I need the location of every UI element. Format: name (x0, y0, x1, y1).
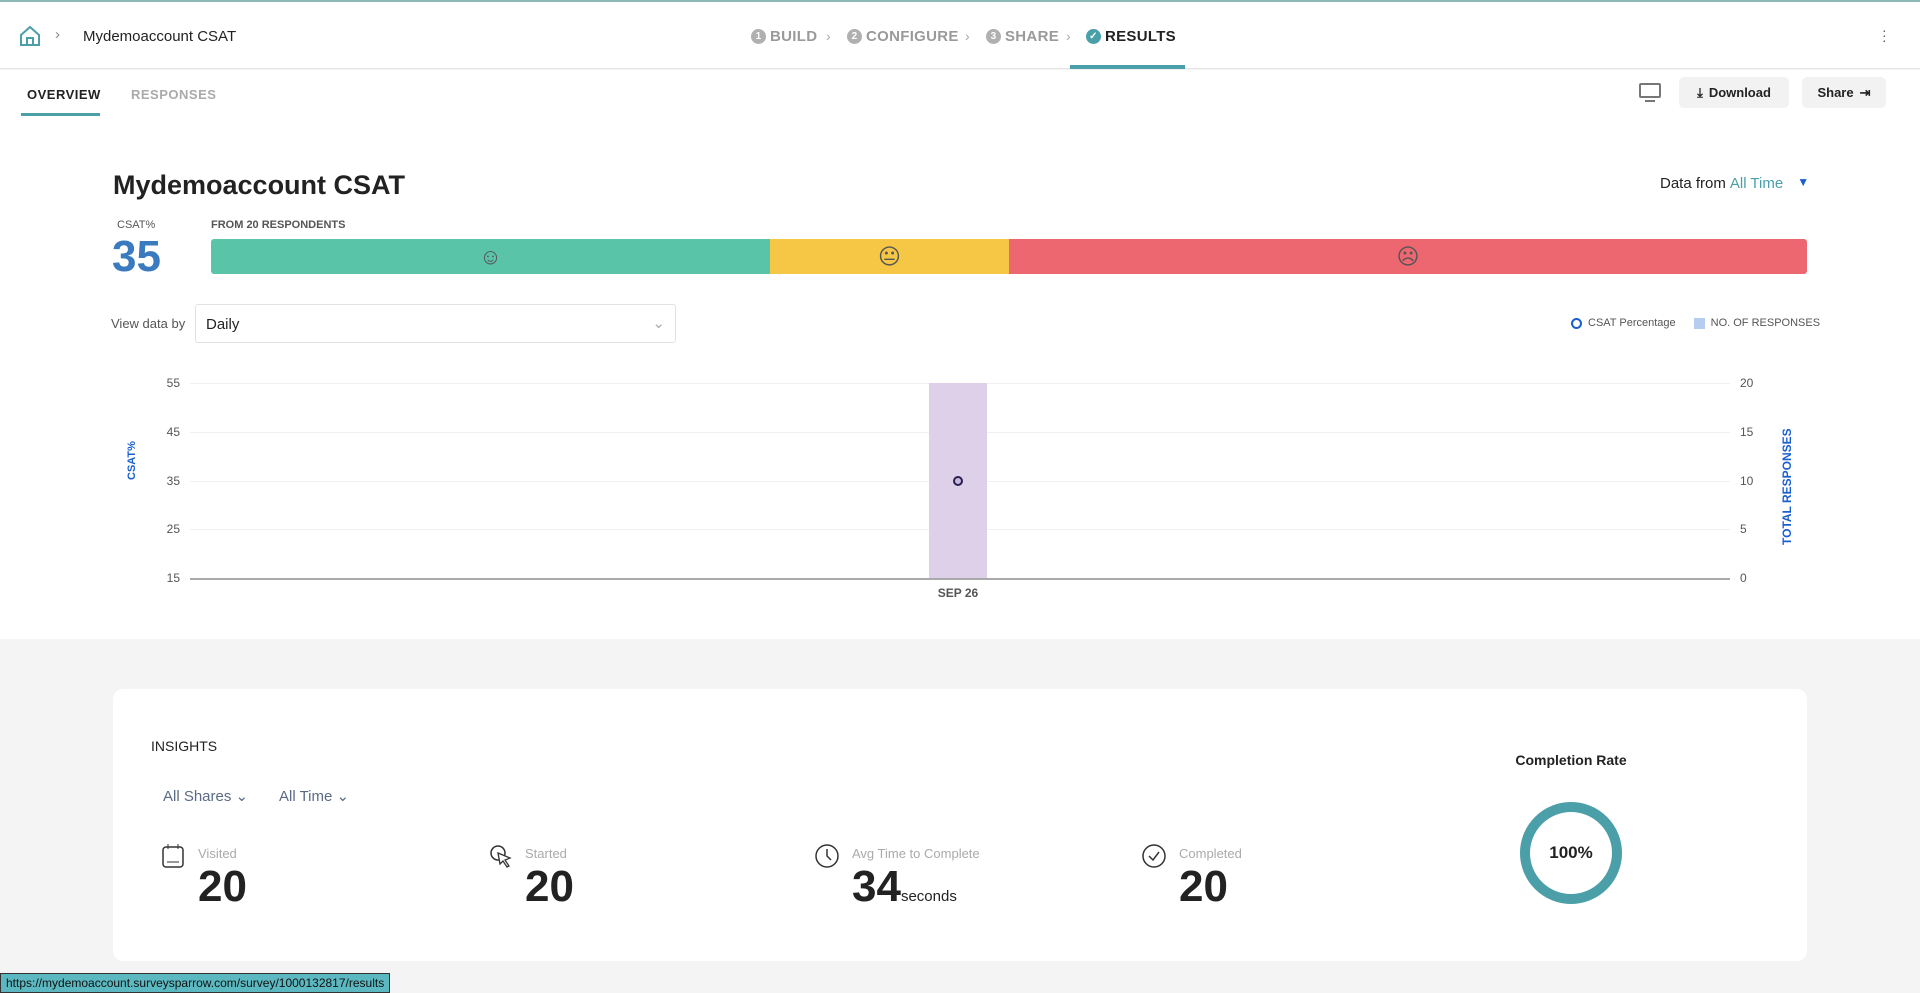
cursor-click-icon (490, 845, 512, 868)
step-configure[interactable]: 2 CONFIGURE (847, 28, 959, 45)
tab-overview[interactable]: OVERVIEW (27, 87, 101, 102)
completion-arc (1520, 802, 1622, 904)
y-tick-label: 55 (166, 376, 180, 390)
y2-tick-label: 0 (1740, 571, 1747, 585)
csat-point (953, 475, 963, 486)
chevron-right-icon: › (1066, 28, 1071, 44)
completed-value: 20 (1179, 862, 1228, 911)
y-tick-label: 15 (166, 571, 180, 585)
completion-rate-label: Completion Rate (1515, 752, 1627, 768)
happy-face-icon: ☺ (211, 239, 770, 274)
sad-face-icon: ☹ (1009, 239, 1807, 274)
csat-value: 35 (112, 232, 161, 281)
respondents-label: FROM 20 RESPONDENTS (211, 219, 346, 231)
avg-time-value: 34seconds (852, 862, 957, 911)
active-step-underline (1070, 65, 1185, 69)
chevron-down-icon: ⌄ (336, 788, 350, 805)
check-circle-icon (1142, 844, 1166, 868)
download-icon: ⤓ (1697, 84, 1703, 100)
chevron-right-icon: › (965, 28, 970, 44)
step-build[interactable]: 1 BUILD (751, 28, 817, 45)
calendar-icon (162, 844, 184, 868)
time-filter[interactable]: All Time ⌄ (279, 788, 350, 805)
started-value: 20 (525, 862, 574, 911)
status-url-bar: https://mydemoaccount.surveysparrow.com/… (0, 973, 391, 993)
step-results[interactable]: ✓ RESULTS (1086, 28, 1176, 45)
active-tab-underline (21, 113, 100, 116)
date-range-dropdown[interactable]: Data from All Time ▼ (1660, 175, 1810, 192)
y-tick-label: 25 (166, 522, 180, 537)
chevron-down-icon: ⌄ (235, 788, 249, 805)
insights-title: INSIGHTS (151, 738, 218, 754)
download-button[interactable]: ⤓ Download (1679, 77, 1789, 108)
shares-filter[interactable]: All Shares ⌄ (163, 788, 249, 805)
x-axis-line (190, 578, 1730, 580)
step-share[interactable]: 3 SHARE (986, 28, 1059, 45)
y2-tick-label: 10 (1740, 473, 1754, 488)
y2-tick-label: 20 (1740, 376, 1754, 390)
tab-bar: OVERVIEW RESPONSES (0, 70, 1920, 117)
chart-legend: CSAT Percentage NO. OF RESPONSES (1571, 317, 1820, 329)
share-button[interactable]: Share ⇥ (1802, 77, 1886, 108)
header: › Mydemoaccount CSAT 1 BUILD › 2 CONFIGURE… (0, 2, 1920, 69)
share-exit-icon: ⇥ (1859, 84, 1871, 100)
visited-value: 20 (198, 862, 247, 911)
y-tick-label: 35 (166, 473, 180, 488)
page-title: Mydemoaccount CSAT (113, 170, 406, 200)
avg-time-label: Avg Time to Complete (852, 846, 980, 861)
visited-label: Visited (198, 846, 237, 861)
y2-axis-label: TOTAL RESPONSES (1780, 428, 1794, 545)
y2-tick-label: 5 (1740, 522, 1747, 537)
y-tick-label: 45 (166, 424, 180, 439)
chevron-right-icon: › (55, 26, 60, 43)
view-by-label: View data by (111, 316, 186, 331)
clock-icon (815, 844, 839, 868)
x-tick-label: SEP 26 (937, 586, 979, 600)
breadcrumb-title[interactable]: Mydemoaccount CSAT (83, 28, 237, 45)
started-label: Started (525, 846, 567, 861)
neutral-face-icon: 😐︎ (770, 239, 1009, 274)
kebab-menu-icon[interactable]: · · · (1882, 22, 1887, 48)
tab-responses[interactable]: RESPONSES (131, 87, 217, 102)
home-icon[interactable] (19, 25, 41, 47)
monitor-icon[interactable] (1638, 82, 1662, 104)
y2-tick-label: 15 (1740, 424, 1754, 439)
insights-card (113, 689, 1807, 961)
legend-circle-icon (1571, 317, 1582, 329)
legend-square-icon (1693, 317, 1705, 329)
top-border (0, 0, 1920, 2)
sentiment-bar: ☺ 😐︎ ☹ (211, 239, 1807, 274)
completion-donut (1520, 802, 1622, 904)
caret-down-icon: ▼ (1797, 175, 1810, 189)
view-by-select[interactable]: Daily ⌄ (195, 304, 676, 343)
chevron-down-icon: ⌄ (652, 315, 665, 332)
completed-label: Completed (1179, 846, 1242, 861)
chevron-right-icon: › (826, 28, 831, 44)
y-axis-label: CSAT% (126, 441, 138, 480)
completion-rate-value: 100% (1549, 843, 1593, 862)
csat-label: CSAT% (117, 219, 156, 231)
